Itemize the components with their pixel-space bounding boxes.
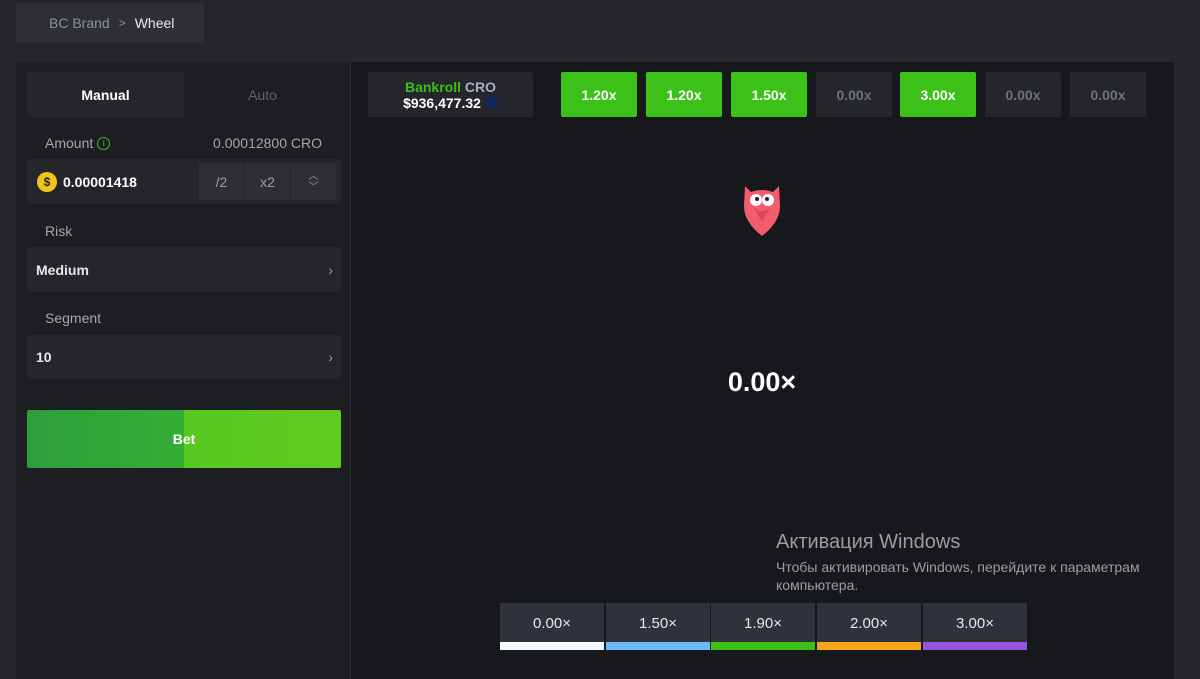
legend-multiplier: 2.00× — [850, 615, 888, 632]
history-item: 3.00x — [900, 72, 976, 117]
cro-icon — [484, 96, 498, 109]
chevron-down-icon[interactable]: ﹀ — [308, 181, 319, 193]
history-item: 1.20x — [561, 72, 637, 117]
breadcrumb-current: Wheel — [134, 15, 175, 31]
legend-item: 1.90× — [711, 603, 815, 650]
legend-item: 2.00× — [817, 603, 921, 650]
breadcrumb: BC Brand > Wheel — [16, 3, 204, 43]
owl-pointer-icon — [744, 186, 780, 236]
legend-color-bar — [500, 642, 604, 650]
bet-button[interactable]: Bet — [27, 410, 341, 468]
legend-item: 1.50× — [606, 603, 710, 650]
legend-multiplier: 1.90× — [744, 615, 782, 632]
tab-auto[interactable]: Auto — [248, 86, 277, 103]
amount-crypto-value: 0.00012800 CRO — [213, 135, 322, 151]
legend-multiplier: 0.00× — [533, 615, 571, 632]
risk-value: Medium — [36, 261, 89, 278]
legend-item: 3.00× — [923, 603, 1027, 650]
chevron-up-icon[interactable]: ︿ — [308, 170, 319, 182]
chevron-right-icon: › — [328, 261, 333, 278]
half-button[interactable]: /2 — [199, 163, 244, 200]
segment-select[interactable]: 10 › — [27, 335, 341, 379]
amount-label: Amount — [45, 135, 94, 151]
history-item: 1.20x — [646, 72, 722, 117]
chevron-right-icon: > — [118, 16, 126, 30]
bankroll-currency: CRO — [464, 78, 497, 95]
result-multiplier: 0.00× — [727, 367, 797, 397]
legend-item: 0.00× — [500, 603, 604, 650]
legend-multiplier: 3.00× — [956, 615, 994, 632]
segment-value: 10 — [36, 349, 52, 365]
legend-color-bar — [606, 642, 710, 650]
breadcrumb-parent[interactable]: BC Brand — [49, 15, 110, 31]
bankroll-box: Bankroll CRO $936,477.32 — [368, 72, 533, 117]
legend-color-bar — [711, 642, 815, 650]
info-icon[interactable]: i — [97, 136, 111, 150]
legend-multiplier: 1.50× — [639, 615, 677, 632]
amount-stepper[interactable]: ︿ ﹀ — [291, 163, 336, 200]
coin-icon: $ — [37, 172, 57, 192]
legend-color-bar — [923, 642, 1027, 650]
chevron-right-icon: › — [328, 349, 333, 365]
history-item: 0.00x — [1070, 72, 1146, 117]
history-item: 0.00x — [985, 72, 1061, 117]
risk-select[interactable]: Medium › — [27, 247, 341, 292]
bankroll-amount: $936,477.32 — [403, 94, 481, 111]
amount-label-wrap: Amount i — [45, 135, 111, 151]
legend-color-bar — [817, 642, 921, 650]
amount-input-value[interactable]: 0.00001418 — [63, 174, 137, 190]
risk-label: Risk — [45, 223, 73, 239]
history-item: 0.00x — [816, 72, 892, 117]
tab-manual[interactable]: Manual — [27, 72, 184, 117]
segment-label: Segment — [45, 310, 102, 326]
double-button[interactable]: x2 — [245, 163, 290, 200]
bankroll-label: Bankroll — [404, 78, 461, 95]
history-item: 1.50x — [731, 72, 807, 117]
